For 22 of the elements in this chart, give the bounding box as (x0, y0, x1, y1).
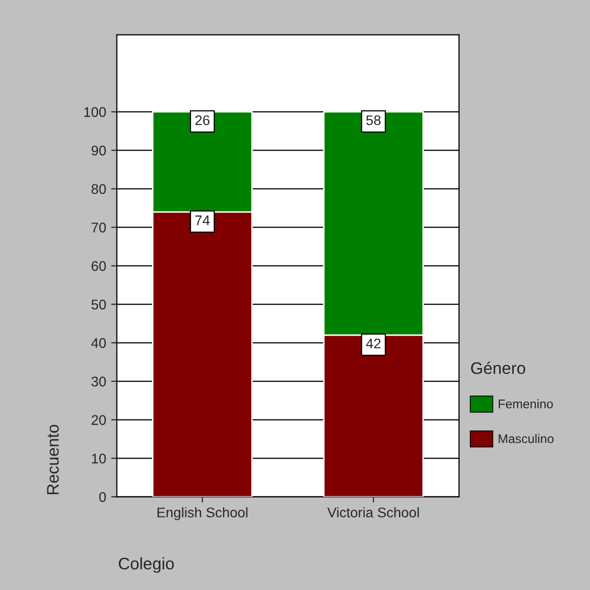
x-tick-label: Victoria School (327, 507, 419, 518)
data-label: 26 (195, 115, 210, 126)
data-label: 42 (366, 338, 380, 348)
y-tick-label: 100 (84, 107, 106, 117)
y-tick-label: 20 (92, 415, 106, 425)
data-label: 58 (366, 115, 381, 126)
y-tick-label: 0 (99, 492, 106, 502)
x-axis-title: Colegio (118, 557, 174, 573)
legend-label: Femenino (498, 399, 553, 408)
y-tick-label: 80 (92, 184, 106, 194)
y-tick-label: 90 (92, 146, 106, 156)
y-tick-label: 40 (91, 338, 106, 348)
y-tick-label: 60 (92, 261, 106, 271)
data-label: 74 (195, 216, 210, 226)
x-tick-label: English School (158, 507, 248, 520)
y-tick-label: 70 (92, 222, 106, 232)
y-tick-label: 30 (91, 376, 106, 386)
y-tick-label: 50 (92, 300, 106, 310)
legend-label: Masculino (498, 434, 554, 444)
y-axis-title: Recuento (47, 424, 59, 494)
y-tick-label: 10 (92, 454, 106, 464)
legend-title: Género (471, 362, 526, 374)
